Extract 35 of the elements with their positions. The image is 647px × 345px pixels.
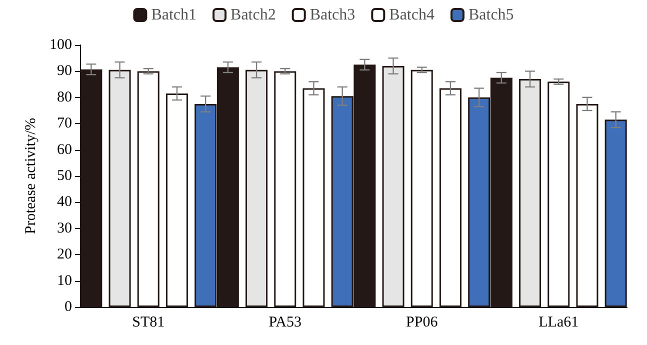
y-axis-title: Protease activity/% (23, 118, 40, 234)
bar (246, 70, 268, 307)
bar (166, 93, 188, 307)
y-tick-label: 100 (50, 37, 72, 53)
bar (576, 104, 598, 307)
bar (382, 66, 404, 307)
bar (274, 71, 296, 307)
y-tick-label: 70 (57, 116, 72, 132)
legend-label: Batch1 (151, 6, 197, 24)
y-tick-label: 20 (57, 246, 72, 263)
x-tick-label: PP06 (406, 314, 438, 330)
legend-label: Batch4 (389, 6, 434, 24)
bar (548, 82, 570, 307)
y-tick-label: 30 (57, 220, 72, 236)
y-tick-label: 40 (57, 194, 72, 210)
bar (137, 71, 160, 307)
y-tick-label: 90 (57, 63, 72, 80)
x-tick-label: ST81 (132, 314, 165, 330)
bar (302, 88, 325, 307)
legend-label: Batch3 (310, 6, 356, 24)
y-tick-label: 50 (57, 168, 72, 184)
bar (80, 69, 102, 307)
y-tick-label: 80 (57, 89, 72, 106)
x-tick-label: PA53 (268, 314, 302, 330)
y-tick-label: 10 (57, 272, 72, 289)
legend-label: Batch2 (230, 6, 276, 24)
y-tick-label: 0 (64, 299, 72, 315)
bar (410, 70, 433, 307)
bar (439, 88, 462, 307)
legend-label: Batch5 (468, 6, 514, 24)
bar (519, 79, 542, 307)
y-tick-label: 60 (57, 142, 72, 158)
x-tick-label: LLa61 (538, 314, 579, 330)
bar (108, 70, 131, 307)
bar (604, 120, 627, 307)
